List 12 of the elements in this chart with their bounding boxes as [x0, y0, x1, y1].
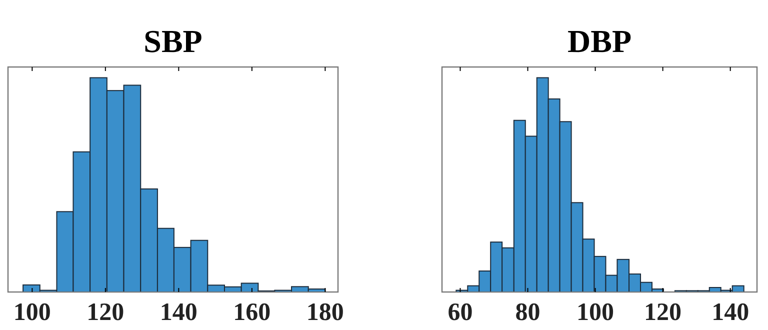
- x-tick-label: 100: [13, 298, 51, 326]
- x-tick-label: 140: [160, 298, 198, 326]
- chart-title: SBP: [144, 23, 202, 59]
- x-tick-label: 120: [644, 298, 682, 326]
- x-tick-label: 140: [712, 298, 750, 326]
- x-tick-label: 180: [306, 298, 344, 326]
- x-tick-label: 120: [86, 298, 124, 326]
- x-tick-label: 60: [448, 298, 473, 326]
- chart-title: DBP: [568, 23, 632, 59]
- x-tick-label: 100: [576, 298, 614, 326]
- x-tick-label: 80: [515, 298, 540, 326]
- x-tick-label: 160: [233, 298, 271, 326]
